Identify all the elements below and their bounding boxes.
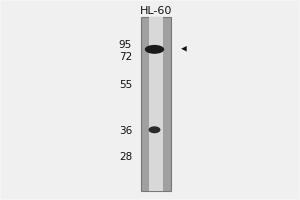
Bar — [141, 17, 171, 191]
Ellipse shape — [148, 126, 160, 133]
Text: 95: 95 — [119, 40, 132, 50]
Text: 55: 55 — [119, 80, 132, 90]
Bar — [148, 17, 164, 191]
Text: 72: 72 — [119, 52, 132, 62]
Text: 36: 36 — [119, 126, 132, 136]
Ellipse shape — [145, 45, 164, 54]
Text: 28: 28 — [119, 152, 132, 162]
Text: HL-60: HL-60 — [140, 6, 172, 16]
